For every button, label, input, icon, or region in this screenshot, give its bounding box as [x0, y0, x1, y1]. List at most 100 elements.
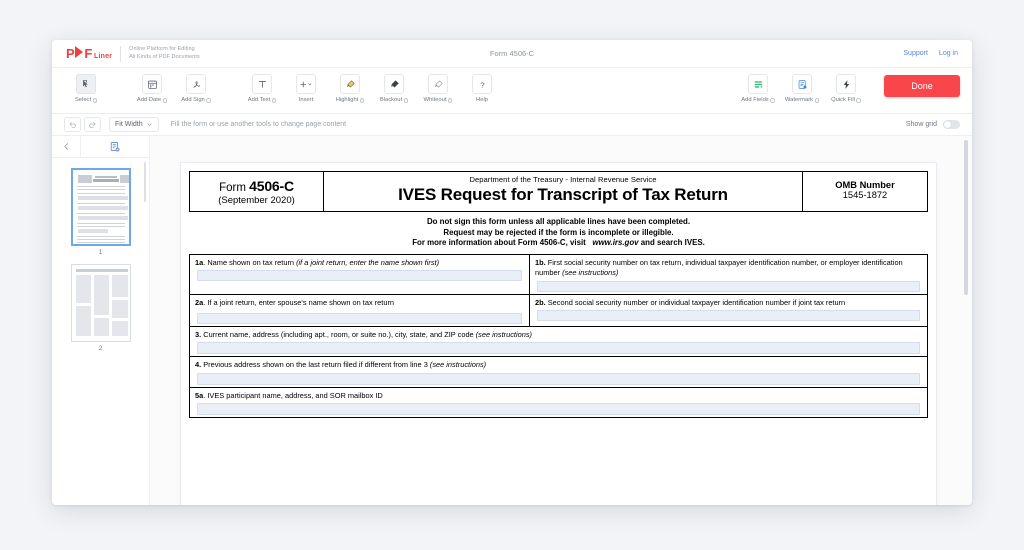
tool-watermark-box	[792, 74, 812, 94]
tool-blackout-text: Blackout	[379, 97, 403, 103]
thumbnail-item[interactable]: 1	[52, 168, 149, 256]
logo-divider	[120, 45, 122, 62]
support-link[interactable]: Support	[903, 50, 928, 57]
input-1b[interactable]	[537, 280, 920, 292]
logo-letter-p: P	[66, 46, 75, 61]
info-icon[interactable]	[162, 98, 168, 103]
input-3[interactable]	[197, 342, 920, 355]
zoom-select[interactable]: Fit Width	[109, 117, 159, 132]
tool-highlight[interactable]: Highlight	[328, 74, 372, 103]
redo-button[interactable]	[84, 117, 101, 132]
zoom-value: Fit Width	[115, 121, 143, 128]
tool-add-text[interactable]: Add Text	[240, 74, 284, 103]
show-grid-toggle[interactable]	[943, 120, 960, 129]
tool-quick-fill-text: Quick Fill	[831, 97, 855, 103]
thumbnail-list[interactable]: 1 2	[52, 158, 149, 505]
plus-chevron-icon	[300, 81, 312, 87]
label-1b-italic: (see instructions)	[562, 268, 619, 278]
document-viewport[interactable]: Form 4506-C (September 2020) Department …	[150, 136, 972, 505]
info-icon[interactable]	[359, 98, 365, 103]
form-number-line: Form 4506-C	[194, 178, 319, 194]
tool-watermark[interactable]: Watermark	[780, 74, 824, 103]
tool-select[interactable]: Select	[64, 74, 108, 103]
logo-triangle-icon	[75, 46, 84, 58]
tool-add-date-text: Add Date	[136, 97, 162, 103]
app-window: P F Liner Online Platform for Editing Al…	[52, 40, 972, 505]
tool-add-date[interactable]: Add Date	[130, 74, 174, 103]
label-4: 4. Previous address shown on the last re…	[195, 360, 922, 370]
logo-mark: P F Liner	[66, 46, 112, 61]
tool-add-text-box	[252, 74, 272, 94]
page-thumbnail-1[interactable]	[70, 168, 131, 246]
label-3-text: Current name, address (including apt., r…	[201, 330, 476, 339]
input-5a[interactable]	[197, 403, 920, 416]
notice-line-1: Do not sign this form unless all applica…	[426, 217, 691, 226]
info-icon[interactable]	[814, 98, 820, 103]
pdfliner-logo[interactable]: P F Liner Online Platform for Editing Al…	[52, 40, 200, 67]
info-icon[interactable]	[403, 98, 409, 103]
label-2b-num: 2b.	[535, 297, 546, 307]
info-icon[interactable]	[770, 98, 775, 103]
tool-highlight-text: Highlight	[335, 97, 359, 103]
tool-blackout[interactable]: Blackout	[372, 74, 416, 103]
label-4-italic: (see instructions)	[429, 360, 487, 370]
tool-spacer	[108, 74, 130, 103]
tool-add-fields[interactable]: Add Fields	[736, 74, 780, 103]
tool-help-text: Help	[476, 97, 488, 103]
info-icon[interactable]	[856, 98, 861, 103]
label-1b: 1b. First social security number on tax …	[535, 258, 922, 279]
sidebar-header-divider	[80, 135, 81, 158]
label-3-italic: (see instructions)	[475, 330, 532, 339]
tool-watermark-text: Watermark	[784, 97, 814, 103]
input-4[interactable]	[197, 372, 920, 385]
tool-blackout-box	[384, 74, 404, 94]
tool-group-left: Select Add Date	[64, 74, 218, 103]
input-2b[interactable]	[537, 310, 920, 321]
tool-insert[interactable]: Insert	[284, 74, 328, 103]
cell-line-1b: 1b. First social security number on tax …	[530, 255, 927, 294]
tool-whiteout[interactable]: Whiteout	[416, 74, 460, 103]
cursor-icon	[82, 79, 88, 87]
page-thumbnail-2[interactable]	[70, 264, 131, 342]
document-scrollbar[interactable]	[964, 140, 968, 295]
tool-quick-fill[interactable]: Quick Fill	[824, 74, 868, 103]
tool-help[interactable]: ? Help	[460, 74, 504, 103]
tool-add-text-text: Add Text	[247, 97, 271, 103]
form-header-table: Form 4506-C (September 2020) Department …	[189, 171, 928, 212]
tool-add-sign-label: Add Sign	[181, 97, 211, 103]
app-body: 1 2	[52, 135, 972, 505]
info-icon[interactable]	[271, 98, 277, 103]
pdf-page-1[interactable]: Form 4506-C (September 2020) Department …	[181, 163, 936, 505]
label-4-num: 4.	[195, 360, 202, 370]
label-1a: 1a. Name shown on tax return (if a joint…	[195, 258, 524, 268]
signature-icon	[192, 80, 200, 88]
done-button[interactable]: Done	[884, 75, 960, 97]
page-manage-button[interactable]	[81, 141, 149, 153]
undo-button[interactable]	[64, 117, 81, 132]
info-icon[interactable]	[206, 98, 211, 103]
tagline-line-2: All Kinds of PDF Documents	[129, 53, 200, 60]
cell-line-1a: 1a. Name shown on tax return (if a joint…	[190, 254, 530, 294]
tool-add-text-label: Add Text	[247, 97, 277, 103]
label-2b-text: Second social security number or individ…	[545, 297, 846, 307]
label-5a: 5a. IVES participant name, address, and …	[195, 391, 922, 401]
header-links: Support Log in	[903, 50, 972, 57]
tool-add-sign-text: Add Sign	[181, 97, 205, 103]
info-icon[interactable]	[447, 98, 453, 103]
input-2a[interactable]	[197, 313, 522, 324]
form-number: 4506-C	[249, 178, 294, 194]
thumbnail-item[interactable]: 2	[52, 264, 149, 352]
tool-add-sign[interactable]: Add Sign	[174, 74, 218, 103]
login-link[interactable]: Log in	[938, 50, 958, 57]
tool-select-label: Select	[75, 97, 98, 103]
tool-add-sign-box	[186, 74, 206, 94]
tools-bar: Select Add Date	[52, 68, 972, 114]
info-icon[interactable]	[92, 98, 98, 103]
input-1a[interactable]	[197, 270, 522, 282]
irs-url[interactable]: www.irs.gov	[592, 238, 639, 248]
form-revision-date: (September 2020)	[218, 195, 295, 206]
tool-group-right: Add Fields Watermark	[736, 74, 960, 103]
collapse-sidebar-button[interactable]	[52, 142, 80, 151]
thumbnail-scrollbar[interactable]	[143, 162, 146, 202]
label-4-text: Previous address shown on the last retur…	[201, 360, 430, 370]
